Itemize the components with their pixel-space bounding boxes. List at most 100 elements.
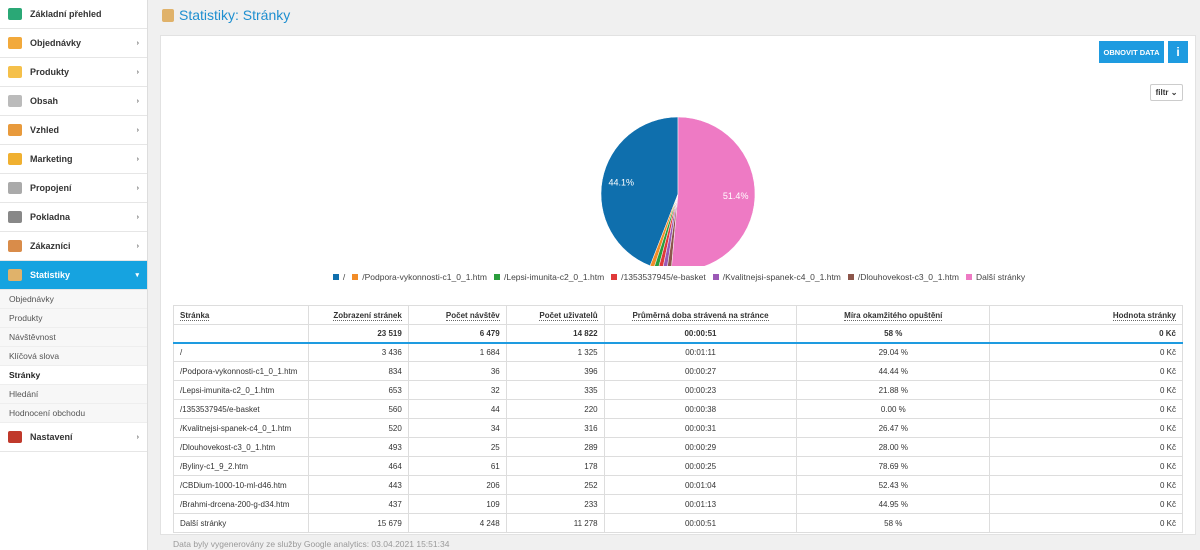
menu-arrow: › (136, 433, 139, 441)
submenu-item[interactable]: Klíčová slova (0, 347, 147, 366)
menu-item[interactable]: Vzhled › (0, 116, 147, 145)
pie-slice (649, 193, 679, 266)
column-header: Míra okamžitého opuštění (796, 305, 991, 325)
table-cell: /Kvalitnejsi-spanek-c4_0_1.htm (173, 418, 309, 438)
total-cell: 00:00:51 (603, 324, 798, 344)
menu-label: Produkty (30, 67, 70, 77)
menu-icon (8, 66, 22, 78)
menu-item[interactable]: Nastavení › (0, 423, 147, 452)
refresh-button[interactable]: OBNOVIT DATA (1099, 41, 1164, 63)
menu-item[interactable]: Pokladna › (0, 203, 147, 232)
table-cell: 206 (407, 475, 507, 495)
menu-label: Pokladna (30, 212, 71, 222)
table-row: /Lepsi-imunita-c2_0_1.htm 653 32 335 00:00:2… (173, 380, 1183, 400)
menu-arrow: › (136, 126, 139, 134)
table-cell: 00:00:23 (603, 380, 798, 400)
table-cell: Další stránky (173, 513, 309, 533)
menu-arrow: › (136, 184, 139, 192)
table-cell: 52.43 % (796, 475, 991, 495)
table-cell: /CBDium-1000-10-ml-d46.htm (173, 475, 309, 495)
column-header: Průměrná doba strávená na stránce (603, 305, 798, 325)
table-row: /Byliny-c1_9_2.htm 464 61 178 00:00:25 78.69 … (173, 456, 1183, 476)
table-cell: 00:00:38 (603, 399, 798, 419)
page-title: Statistiky: Stránky (162, 7, 290, 23)
menu-arrow: › (136, 68, 139, 76)
filter-label: filtr (1155, 88, 1169, 97)
table-cell: 178 (505, 456, 605, 476)
menu-arrow: › (136, 213, 139, 221)
menu-arrow: › (136, 242, 139, 250)
content-panel: OBNOVIT DATA i filtr ⌄ 44.1% 51.4% //Podp… (160, 35, 1196, 535)
table-cell: 233 (505, 494, 605, 514)
legend-swatch (332, 274, 339, 280)
menu-item[interactable]: Marketing › (0, 145, 147, 174)
table-cell: 3 436 (307, 342, 409, 362)
menu-label: Objednávky (30, 38, 82, 48)
legend-item: /Kvalitnejsi-spanek-c4_0_1.htm (712, 272, 841, 282)
table-cell: 653 (307, 380, 409, 400)
submenu-item[interactable]: Návštěvnost (0, 328, 147, 347)
menu-item[interactable]: Zákazníci › (0, 232, 147, 261)
menu-icon (8, 37, 22, 49)
table-cell: 0 Kč (989, 475, 1183, 495)
footer-note: Data byly vygenerovány ze služby Google … (173, 539, 450, 549)
menu-label: Propojení (30, 183, 72, 193)
table-cell: 34 (407, 418, 507, 438)
legend-label: /Lepsi-imunita-c2_0_1.htm (503, 272, 605, 282)
filter-button[interactable]: filtr ⌄ (1150, 84, 1183, 101)
slice-label: 44.1% (608, 178, 634, 188)
submenu-label: Produkty (9, 313, 43, 323)
table-row: /Kvalitnejsi-spanek-c4_0_1.htm 520 34 316 00… (173, 418, 1183, 438)
menu-item[interactable]: Produkty › (0, 58, 147, 87)
menu-item[interactable]: Obsah › (0, 87, 147, 116)
table-cell: 0 Kč (989, 399, 1183, 419)
table-cell: 289 (505, 437, 605, 457)
menu-label: Marketing (30, 154, 73, 164)
submenu-item[interactable]: Objednávky (0, 290, 147, 309)
table-cell: 1 684 (407, 342, 507, 362)
menu-icon (8, 95, 22, 107)
menu-arrow: › (136, 155, 139, 163)
header-text: Zobrazení stránek (333, 310, 402, 321)
header-text: Míra okamžitého opuštění (844, 310, 943, 321)
menu-item[interactable]: Propojení › (0, 174, 147, 203)
table-cell: 0 Kč (989, 456, 1183, 476)
menu-item[interactable]: Statistiky ▾ (0, 261, 147, 290)
legend-label: /1353537945/e-basket (621, 272, 706, 282)
submenu-label: Hledání (9, 389, 39, 399)
pie-chart: 44.1% 51.4% (600, 116, 756, 266)
menu-arrow: ▾ (135, 272, 139, 279)
table-cell: 252 (505, 475, 605, 495)
legend: / /Podpora-vykonnosti-c1_0_1.htm/Lepsi-im… (161, 272, 1197, 282)
legend-label: /Dlouhovekost-c3_0_1.htm (857, 272, 960, 282)
table-cell: 834 (307, 361, 409, 381)
table-cell: 220 (505, 399, 605, 419)
submenu-item[interactable]: Hledání (0, 385, 147, 404)
legend-swatch (493, 274, 500, 280)
header-text: Počet návštěv (445, 310, 500, 321)
table-cell: 11 278 (505, 513, 605, 533)
info-button[interactable]: i (1168, 41, 1188, 63)
table-cell: 1 325 (505, 342, 605, 362)
menu-item[interactable]: Základní přehled (0, 0, 147, 29)
menu-item[interactable]: Objednávky › (0, 29, 147, 58)
table-row: /Podpora-vykonnosti-c1_0_1.htm 834 36 396 00… (173, 361, 1183, 381)
column-header: Počet uživatelů (505, 305, 605, 325)
table-cell: 0 Kč (989, 513, 1183, 533)
table-cell: 493 (307, 437, 409, 457)
submenu-item[interactable]: Hodnocení obchodu (0, 404, 147, 423)
table-cell: 0 Kč (989, 437, 1183, 457)
menu-label: Obsah (30, 96, 59, 106)
table-cell: 00:00:25 (603, 456, 798, 476)
menu-arrow: › (136, 39, 139, 47)
legend-item: /Dlouhovekost-c3_0_1.htm (847, 272, 960, 282)
menu-icon (8, 153, 22, 165)
menu-icon (8, 124, 22, 136)
header-row: Stránka Zobrazení stránek Počet návštěv Poč… (173, 305, 1183, 325)
submenu-item[interactable]: Produkty (0, 309, 147, 328)
submenu-item[interactable]: Stránky (0, 366, 147, 385)
table-cell: 44 (407, 399, 507, 419)
legend-swatch (611, 274, 618, 280)
table-cell: 32 (407, 380, 507, 400)
